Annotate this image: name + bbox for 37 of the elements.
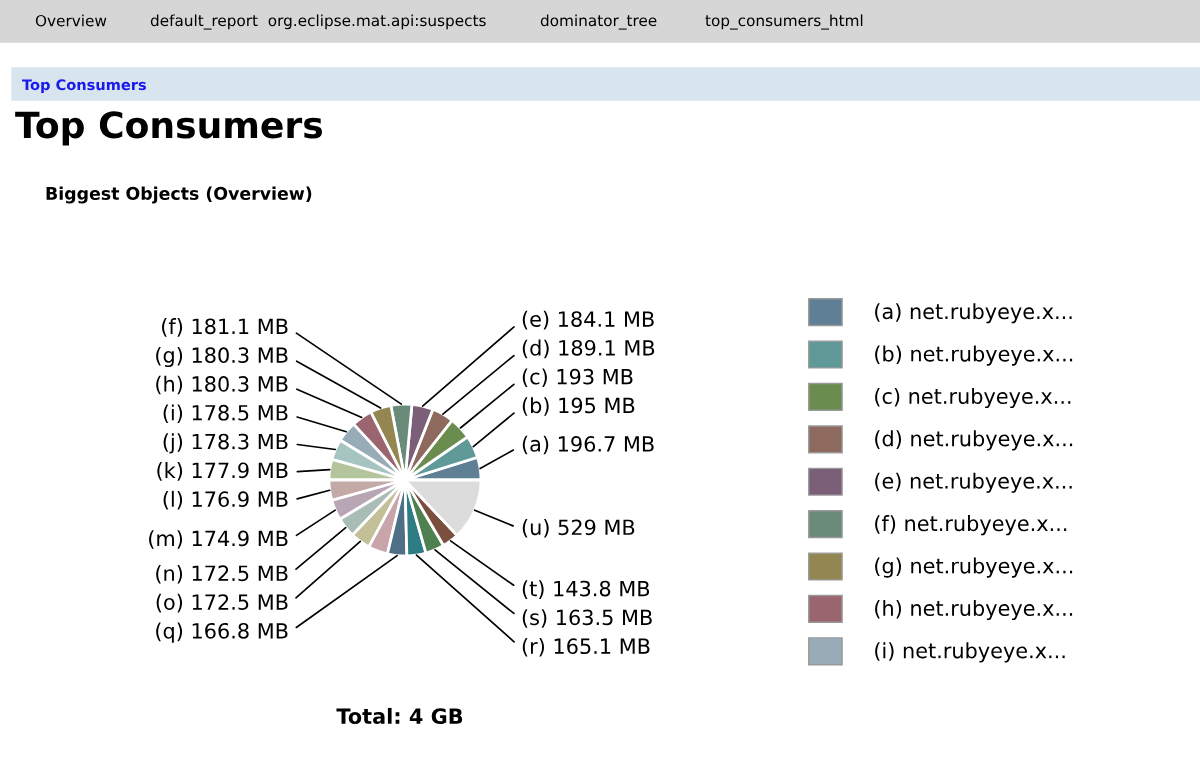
legend-label: (h) net.rubyeye.x... <box>875 599 1073 621</box>
text: Top Consumers <box>22 79 146 94</box>
legend-label: (c) net.rubyeye.x... <box>875 387 1071 409</box>
text: top_consumers_html <box>705 14 863 30</box>
data-label: (c) 193 MB <box>522 368 633 387</box>
data-label: (g) 180.3 MB <box>156 346 288 368</box>
data-label: (e) 184.1 MB <box>522 310 654 330</box>
data-label: (n) 172.5 MB <box>156 565 288 584</box>
legend-label: (f) net.rubyeye.x... <box>875 515 1067 536</box>
chart-subtitle: Biggest Objects (Overview) <box>46 186 312 204</box>
data-label: (s) 163.5 MB <box>522 609 652 628</box>
data-label: (q) 166.8 MB <box>156 622 288 643</box>
text: dominator_tree <box>540 14 657 30</box>
data-label: (h) 180.3 MB <box>156 375 288 395</box>
data-label: (i) 178.5 MB <box>163 404 288 424</box>
text: Total: 4 GB <box>336 707 463 725</box>
data-label: (l) 176.9 MB <box>163 490 288 510</box>
data-label: (o) 172.5 MB <box>156 593 288 613</box>
legend-label: (i) net.rubyeye.x... <box>875 642 1065 663</box>
data-label: (j) 178.3 MB <box>163 433 288 454</box>
data-label: (a) 196.7 MB <box>522 435 654 455</box>
data-label: (t) 143.8 MB <box>522 580 650 599</box>
data-label: (b) 195 MB <box>522 397 635 416</box>
legend-label: (a) net.rubyeye.x... <box>875 303 1072 324</box>
legend-label: (b) net.rubyeye.x... <box>875 345 1073 366</box>
chart-title: Top Consumers <box>15 111 323 146</box>
data-label: (d) 189.1 MB <box>522 339 655 359</box>
legend-label: (e) net.rubyeye.x... <box>875 472 1072 493</box>
text: default_report org.eclipse.mat.api:suspects <box>150 14 486 30</box>
data-label: (r) 165.1 MB <box>522 637 650 657</box>
data-label: (k) 177.9 MB <box>157 462 288 481</box>
text: Overview <box>35 14 107 27</box>
legend-label: (g) net.rubyeye.x... <box>875 557 1073 578</box>
legend-label: (d) net.rubyeye.x... <box>875 430 1073 451</box>
data-label: (u) 529 MB <box>522 519 635 538</box>
data-label: (m) 174.9 MB <box>149 530 288 549</box>
data-label: (f) 181.1 MB <box>162 318 288 337</box>
